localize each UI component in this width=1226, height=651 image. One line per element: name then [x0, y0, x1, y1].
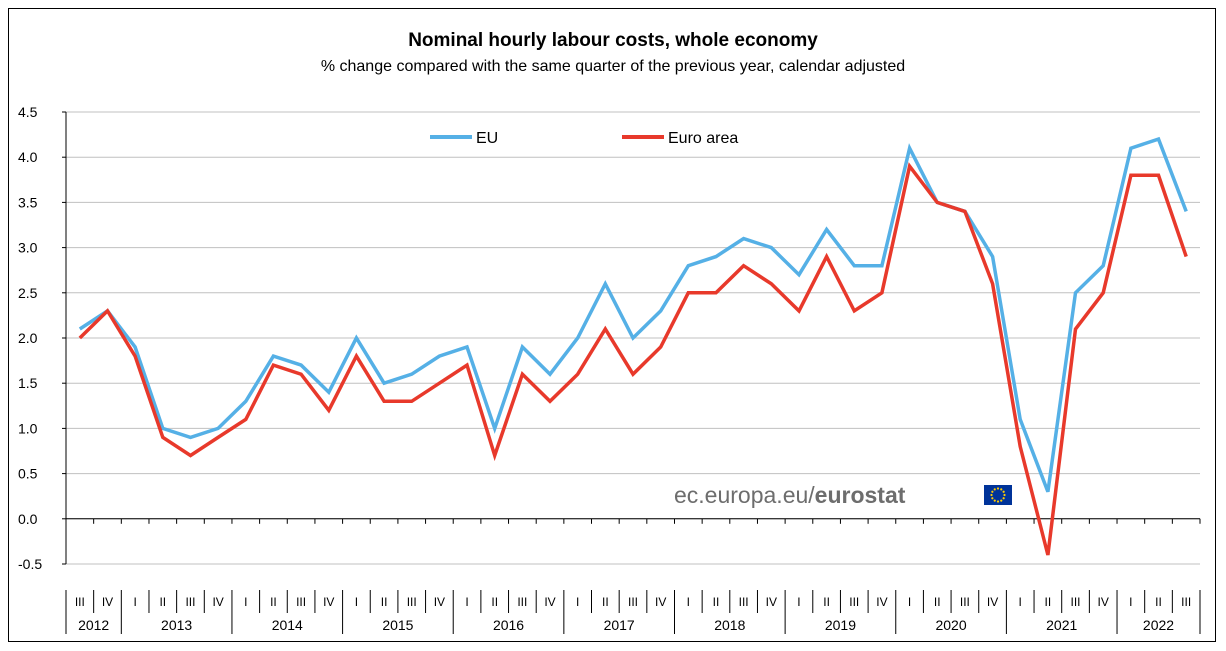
year-label: 2016	[493, 617, 524, 633]
quarter-label: IV	[987, 595, 998, 609]
chart-subtitle: % change compared with the same quarter …	[320, 58, 906, 75]
flag-star	[993, 488, 996, 491]
quarter-label: I	[355, 595, 358, 609]
flag-star	[991, 497, 994, 500]
quarter-label: III	[296, 595, 306, 609]
eurostat-watermark: ec.europa.eu/eurostat	[674, 482, 1012, 508]
quarter-label: II	[602, 595, 609, 609]
quarter-label: I	[133, 595, 136, 609]
quarter-label: IV	[323, 595, 334, 609]
y-tick-label: 1.0	[18, 420, 38, 436]
quarter-label: II	[934, 595, 941, 609]
series-lines	[78, 136, 1188, 556]
year-label: 2019	[825, 617, 856, 633]
year-label: 2014	[272, 617, 303, 633]
quarter-label: IV	[212, 595, 223, 609]
flag-star	[996, 500, 1000, 503]
quarter-label: IV	[655, 595, 666, 609]
legend-label: EU	[476, 130, 498, 147]
quarter-label: II	[159, 595, 166, 609]
quarter-label: III	[1071, 595, 1081, 609]
quarter-label: II	[381, 595, 388, 609]
year-label: 2018	[714, 617, 745, 633]
quarter-label: III	[407, 595, 417, 609]
quarter-label: III	[849, 595, 859, 609]
y-tick-label: 3.0	[18, 240, 38, 256]
quarter-label: II	[1045, 595, 1052, 609]
watermark-prefix: ec.europa.eu/	[674, 482, 815, 508]
quarter-label: I	[908, 595, 911, 609]
y-tick-label: 3.5	[18, 194, 38, 210]
y-tick-label: 0.5	[18, 466, 38, 482]
quarter-label: IV	[544, 595, 555, 609]
flag-star	[993, 499, 996, 502]
year-label: 2017	[604, 617, 635, 633]
y-tick-label: 1.5	[18, 375, 38, 391]
flag-star	[1002, 490, 1005, 493]
year-label: 2015	[382, 617, 413, 633]
quarter-label: III	[185, 595, 195, 609]
quarter-label: I	[1019, 595, 1022, 609]
quarter-label: IV	[434, 595, 445, 609]
y-tick-label: 2.0	[18, 330, 38, 346]
year-label: 2020	[935, 617, 966, 633]
chart-title: Nominal hourly labour costs, whole econo…	[408, 30, 818, 51]
quarter-label: I	[1129, 595, 1132, 609]
quarter-label: I	[797, 595, 800, 609]
legend-label: Euro area	[668, 130, 738, 147]
y-tick-label: -0.5	[18, 556, 42, 572]
series-line-euro-area	[78, 162, 1188, 556]
quarter-label: III	[1181, 595, 1191, 609]
year-label: 2022	[1143, 617, 1174, 633]
quarter-label: I	[687, 595, 690, 609]
y-tick-label: 2.5	[18, 285, 38, 301]
y-tick-label: 0.0	[18, 511, 38, 527]
quarter-label: II	[713, 595, 720, 609]
quarter-label: III	[517, 595, 527, 609]
series-line-eu	[78, 136, 1188, 493]
quarter-label: IV	[102, 595, 113, 609]
quarter-label: I	[465, 595, 468, 609]
x-category-axis: III IV I II III IV I II III IV I II III IV I II III IV I II…	[65, 590, 1201, 634]
flag-star	[990, 493, 993, 497]
quarter-label: III	[75, 595, 85, 609]
legend: EU Euro area	[430, 130, 738, 147]
flag-star	[996, 487, 1000, 490]
quarter-label: I	[576, 595, 579, 609]
axes	[62, 111, 1201, 565]
watermark-brand: eurostat	[815, 482, 906, 508]
quarter-label: II	[270, 595, 277, 609]
watermark-text: ec.europa.eu/eurostat	[674, 482, 906, 508]
eu-flag-icon	[984, 485, 1012, 505]
y-tick-label: 4.5	[18, 104, 38, 120]
quarter-label: IV	[1098, 595, 1109, 609]
flag-star	[1002, 497, 1005, 500]
quarter-label: II	[823, 595, 830, 609]
quarter-label: IV	[876, 595, 887, 609]
flag-star	[991, 490, 994, 493]
flag-star	[1000, 499, 1003, 502]
quarter-label: II	[491, 595, 498, 609]
quarter-label: IV	[766, 595, 777, 609]
quarter-label: I	[244, 595, 247, 609]
flag-star	[1000, 488, 1003, 491]
y-tick-labels: 4.5 4.0 3.5 3.0 2.5 2.0 1.5 1.0 0.5 0.0 -0.5	[18, 104, 42, 572]
quarter-label: III	[739, 595, 749, 609]
quarter-label: III	[628, 595, 638, 609]
year-label: 2012	[78, 617, 109, 633]
y-tick-label: 4.0	[18, 149, 38, 165]
year-label: 2013	[161, 617, 192, 633]
quarter-label: II	[1155, 595, 1162, 609]
year-label: 2021	[1046, 617, 1077, 633]
quarter-label: III	[960, 595, 970, 609]
chart-frame	[8, 8, 1216, 642]
eu-flag-stars	[990, 487, 1006, 503]
flag-star	[1003, 493, 1006, 497]
